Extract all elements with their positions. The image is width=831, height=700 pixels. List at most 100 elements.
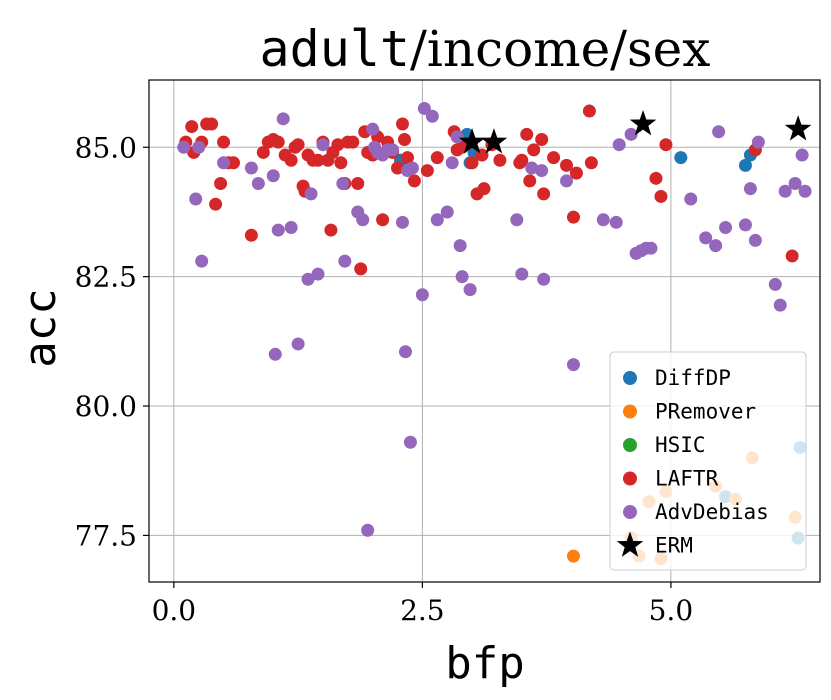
advdebias-point [719,220,733,234]
diffdp-point [738,158,752,172]
advdebias-point [699,231,713,245]
advdebias-point [596,213,610,227]
advdebias-point [748,233,762,247]
legend-premover-label: PRemover [655,400,756,424]
advdebias-point [450,130,464,144]
laftr-point [185,120,199,134]
advdebias-point [415,288,429,302]
advdebias-point [405,161,419,175]
legend: DiffDP PRemover HSIC LAFTR AdvDebias ERM [609,351,807,571]
advdebias-point [455,270,469,284]
advdebias-point [403,435,417,449]
advdebias-point [301,272,315,286]
laftr-point [527,143,541,157]
erm-point [629,109,657,136]
laftr-point [407,174,421,188]
advdebias-point [316,138,330,152]
premover-point [566,549,580,563]
ticks-layer: 0.0 2.5 5.0 77.5 80.0 82.5 85.0 [75,131,693,627]
advdebias-point [535,164,549,178]
laftr-point [395,117,409,131]
laftr-point [244,228,258,242]
laftr-point [523,174,537,188]
laftr-point [324,223,338,237]
y-tick-label: 85.0 [75,131,137,164]
advdebias-point [440,205,454,219]
advdebias-point [624,127,638,141]
advdebias-point [778,184,792,198]
advdebias-point [284,220,298,234]
advdebias-point [453,239,467,253]
laftr-point [584,156,598,170]
advdebias-point [515,267,529,281]
advdebias-point [510,213,524,227]
laftr-point [465,156,479,170]
legend-erm-marker [616,531,644,557]
laftr-point [354,262,368,276]
advdebias-point [644,241,658,255]
advdebias-point [361,523,375,537]
y-tick-label: 77.5 [75,519,137,552]
legend-box [609,351,807,571]
advdebias-point [336,177,350,191]
advdebias-point [276,112,290,126]
advdebias-point [366,122,380,136]
y-tick-label: 80.0 [75,390,137,423]
laftr-point [535,133,549,147]
laftr-point [400,151,414,165]
laftr-point [391,161,405,175]
advdebias-point [712,125,726,139]
laftr-point [346,135,360,149]
y-tick-label: 82.5 [75,261,137,294]
x-tick-label: 0.0 [152,594,197,627]
legend-advdebias-label: AdvDebias [655,500,769,524]
advdebias-point [788,177,802,191]
laftr-point [654,189,668,203]
series-erm [458,109,812,154]
x-axis-label: bfp [445,638,524,689]
advdebias-point [560,174,574,188]
advdebias-point [195,254,209,268]
advdebias-point [768,277,782,291]
laftr-point [785,249,799,263]
advdebias-point [386,143,400,157]
erm-point [784,115,812,141]
laftr-point [493,153,507,167]
advdebias-point [684,192,698,206]
legend-hsic-marker [623,438,637,452]
laftr-point [291,138,305,152]
advdebias-point [244,161,258,175]
laftr-point [397,133,411,147]
advdebias-point [425,109,439,123]
advdebias-point [398,345,412,359]
laftr-point [547,151,561,165]
erm-point [480,128,508,154]
laftr-point [351,177,365,191]
chart-title-task: /income/sex [410,20,710,78]
legend-premover-marker [623,404,637,419]
advdebias-point [463,283,477,297]
laftr-point [284,153,298,167]
legend-hsic-label: HSIC [655,433,706,457]
laftr-point [209,197,223,211]
laftr-point [520,127,534,141]
advdebias-point [271,223,285,237]
legend-laftr-marker [623,471,637,486]
advdebias-point [445,156,459,170]
advdebias-point [609,215,623,229]
legend-erm-label: ERM [655,534,693,558]
laftr-point [537,187,551,201]
advdebias-point [356,213,370,227]
advdebias-point [304,187,318,201]
advdebias-point [192,140,206,154]
advdebias-point [217,156,231,170]
laftr-point [214,177,228,191]
laftr-point [515,153,529,167]
plot-frame [148,79,821,583]
series-laftr [179,104,799,276]
erm-point [458,128,486,154]
laftr-point [420,164,434,178]
advdebias-point [525,161,539,175]
legend-laftr-label: LAFTR [655,467,719,491]
advdebias-point [266,169,280,183]
